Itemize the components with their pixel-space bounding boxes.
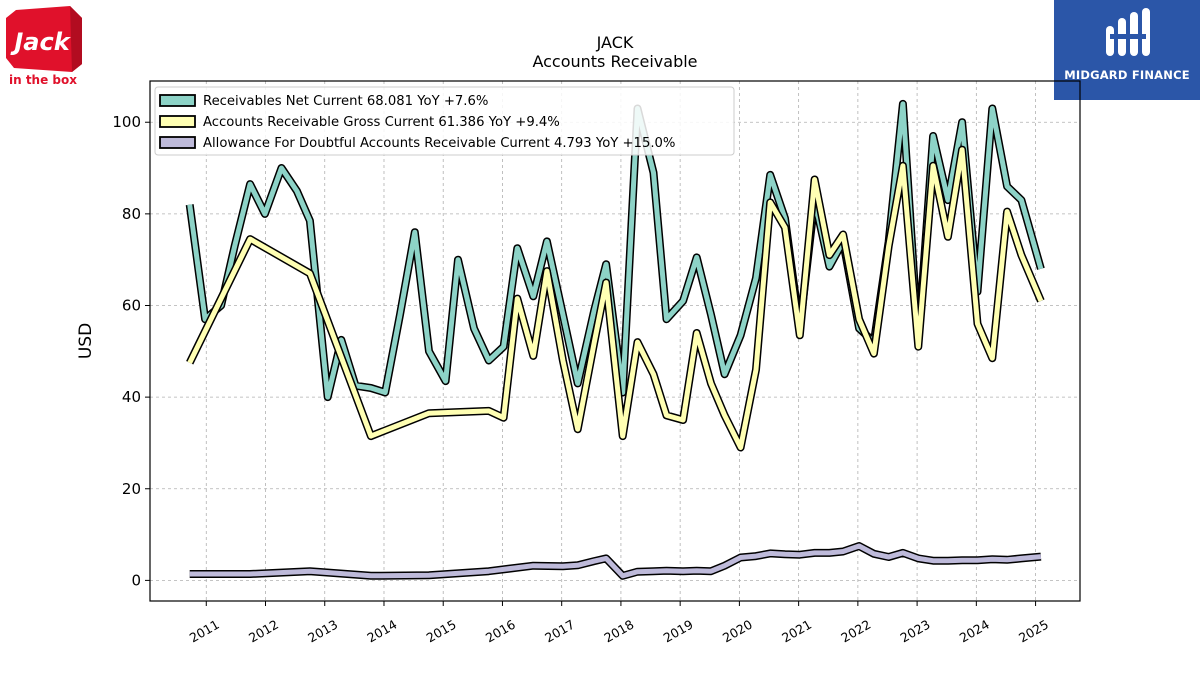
legend-label: Receivables Net Current 68.081 YoY +7.6%: [203, 94, 488, 109]
x-tick-label: 2025: [1016, 617, 1051, 646]
x-tick-label: 2022: [838, 617, 873, 646]
jack-in-the-box-logo: Jack in the box: [6, 6, 84, 88]
legend-swatch: [159, 136, 196, 149]
jack-logo-graphic: Jack in the box: [6, 6, 82, 87]
series-layer: [185, 99, 1045, 580]
legend-swatch: [159, 115, 196, 128]
x-tick-label: 2024: [957, 617, 992, 646]
x-tick-label: 2019: [661, 617, 696, 646]
legend-swatch: [159, 94, 196, 107]
x-tick-label: 2021: [779, 617, 814, 646]
series-2: [186, 145, 1045, 452]
x-tick-label: 2015: [424, 617, 459, 646]
x-tick-label: 2012: [246, 617, 281, 646]
legend-label: Allowance For Doubtful Accounts Receivab…: [203, 136, 675, 151]
logo-tagline: in the box: [9, 73, 77, 87]
y-tick-label: 80: [122, 205, 141, 223]
x-axis: 2011 2012 2013 2014 2015 2016 2017 2018 2019 2020…: [187, 601, 1051, 646]
logo-wordmark: Jack: [10, 28, 71, 56]
x-tick-label: 2020: [720, 617, 755, 646]
y-tick-label: 100: [112, 113, 141, 131]
series-line: [189, 543, 1042, 579]
y-axis-label: USD: [76, 323, 96, 359]
x-tick-label: 2018: [601, 617, 636, 646]
y-tick-label: 0: [131, 571, 141, 589]
y-tick-label: 40: [122, 388, 141, 406]
x-tick-label: 2014: [364, 617, 399, 646]
legend: Receivables Net Current 68.081 YoY +7.6%…: [154, 86, 735, 156]
midgard-wordmark: MIDGARD FINANCE: [1064, 68, 1190, 82]
midgard-emblem: [1106, 8, 1150, 56]
plot-frame: [149, 80, 1081, 602]
x-tick-label: 2016: [483, 617, 518, 646]
y-tick-label: 60: [122, 296, 141, 314]
logo-box-shade: [70, 6, 82, 72]
x-tick-label: 2013: [305, 617, 340, 646]
x-tick-label: 2011: [187, 617, 222, 646]
y-tick-label: 20: [122, 480, 141, 498]
series-3: [189, 542, 1042, 580]
y-axis: 0 20 40 60 80 100: [112, 113, 150, 589]
chart-title: JACK: [596, 33, 634, 52]
chart-subtitle: Accounts Receivable: [532, 52, 697, 71]
logo-box-shape: [6, 6, 82, 72]
legend-box: [154, 86, 735, 156]
x-tick-label: 2023: [898, 617, 933, 646]
legend-label: Accounts Receivable Gross Current 61.386…: [203, 115, 560, 130]
x-tick-label: 2017: [542, 617, 577, 646]
midgard-finance-logo: MIDGARD FINANCE: [1054, 0, 1200, 100]
